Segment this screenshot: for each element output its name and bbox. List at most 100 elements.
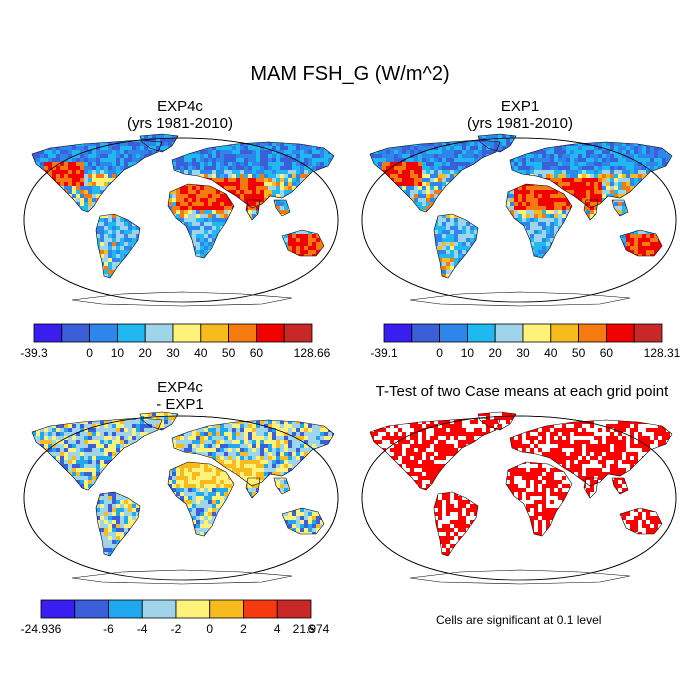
colorbar-segment xyxy=(550,323,580,343)
colorbar-segment xyxy=(605,323,635,343)
colorbar-segment xyxy=(61,323,90,343)
coastline xyxy=(409,291,631,307)
panel-subtitle-text: (yrs 1981-2010) xyxy=(127,115,233,132)
colorbar-segment xyxy=(243,599,278,619)
coastline xyxy=(171,141,335,209)
colorbar-labels-difference: -24.936 -6 -4 -2 0 2 4 6 21.974 xyxy=(21,622,330,638)
colorbar-segment xyxy=(200,323,230,343)
panel-title-exp1: EXP1 (yrs 1981-2010) xyxy=(380,98,660,132)
coastline xyxy=(509,141,673,209)
coastline xyxy=(31,417,163,491)
coastline xyxy=(583,477,599,499)
map-exp4c xyxy=(23,133,339,307)
coastline xyxy=(273,199,291,217)
panel-title-diff: EXP4c - EXP1 xyxy=(40,379,320,413)
colorbar-segment xyxy=(108,599,143,619)
coastline xyxy=(95,491,141,557)
globe-border xyxy=(23,137,339,303)
coastline xyxy=(281,229,325,257)
coastline xyxy=(477,411,517,431)
colorbar-tick-label: 10 xyxy=(460,346,475,360)
coastline xyxy=(509,419,673,487)
coastline xyxy=(273,477,291,495)
colorbar-labels-exp1: -39.1 0 10 20 30 40 50 60 128.31 xyxy=(370,346,680,362)
coastline xyxy=(433,213,479,279)
colorbar-tick-label: 30 xyxy=(516,346,530,360)
colorbar-segment xyxy=(33,323,63,343)
colorbar-segment xyxy=(209,599,244,619)
colorbar-tick-label: 2 xyxy=(240,622,247,636)
colorbar-segment xyxy=(175,599,211,619)
colorbar-segment xyxy=(141,599,177,619)
colorbar-tick-label: 0 xyxy=(206,622,214,636)
colorbar-segment xyxy=(411,323,440,343)
colorbar-tick-label: 4 xyxy=(273,622,281,636)
colorbar-tick-label: 60 xyxy=(599,346,614,360)
coastline xyxy=(171,419,335,487)
colorbar-segment xyxy=(74,599,109,619)
colorbar-segment xyxy=(89,323,118,343)
colorbar-tick-label: 21.974 xyxy=(292,622,330,636)
colorbar-segment xyxy=(283,323,313,343)
colorbar-exp4c xyxy=(33,323,313,343)
coastline xyxy=(505,461,573,537)
colorbar-segment xyxy=(439,323,468,343)
colorbar-tick-label: 40 xyxy=(194,346,208,360)
colorbar-segment xyxy=(255,323,285,343)
coastline xyxy=(139,411,179,431)
colorbar-segment xyxy=(228,323,257,343)
coastline xyxy=(433,491,479,557)
colorbar-tick-label: 20 xyxy=(138,346,152,360)
colorbar-segment xyxy=(276,599,312,619)
colorbar-segment xyxy=(40,599,76,619)
map-ttest xyxy=(361,411,677,585)
significance-note: Cells are significant at 0.1 level xyxy=(436,613,602,627)
coastline xyxy=(611,199,629,217)
colorbar-segment xyxy=(633,323,663,343)
colorbar-difference xyxy=(40,599,312,619)
colorbar-tick-label: -2 xyxy=(170,622,182,636)
colorbar-segment xyxy=(144,323,174,343)
coastline xyxy=(583,199,599,221)
coastline xyxy=(71,291,293,307)
panel-title-text: EXP4c xyxy=(157,98,203,115)
coastline xyxy=(369,139,501,213)
coastline xyxy=(477,133,517,153)
colorbar-tick-label: 20 xyxy=(488,346,502,360)
colorbar-tick-label: -24.936 xyxy=(20,622,62,636)
map-difference xyxy=(23,411,339,585)
colorbar-tick-label: 10 xyxy=(110,346,125,360)
map-exp1 xyxy=(361,133,677,307)
colorbar-segment xyxy=(172,323,202,343)
colorbar-tick-label: -39.3 xyxy=(20,346,48,360)
colorbar-tick-label: 30 xyxy=(166,346,180,360)
coastline xyxy=(71,569,293,585)
globe-border xyxy=(23,415,339,581)
colorbar-tick-label: 50 xyxy=(221,346,236,360)
coastline xyxy=(167,461,235,537)
globe-border xyxy=(361,415,677,581)
colorbar-tick-label: 0 xyxy=(86,346,93,360)
colorbar-tick-label: 0 xyxy=(436,346,443,360)
coastline xyxy=(139,133,179,153)
panel-title-exp4c: EXP4c (yrs 1981-2010) xyxy=(40,98,320,132)
coastline xyxy=(245,477,261,499)
coastline xyxy=(619,229,663,257)
panel-subtitle-text: (yrs 1981-2010) xyxy=(467,115,573,132)
colorbar-tick-label: 60 xyxy=(249,346,264,360)
coastline xyxy=(281,507,325,535)
colorbar-tick-label: -39.1 xyxy=(370,346,398,360)
panel-title-text: T-Test of two Case means at each grid po… xyxy=(375,383,669,400)
colorbar-segment xyxy=(578,323,607,343)
colorbar-segment xyxy=(383,323,413,343)
colorbar-segment xyxy=(467,323,496,343)
coastline xyxy=(245,199,261,221)
colorbar-tick-label: -4 xyxy=(136,622,148,636)
colorbar-exp1 xyxy=(383,323,663,343)
coastline xyxy=(619,507,663,535)
coastline xyxy=(505,183,573,259)
coastline xyxy=(167,183,235,259)
panel-subtitle-text: - EXP1 xyxy=(156,396,204,413)
coastline xyxy=(409,569,631,585)
colorbar-tick-label: 128.31 xyxy=(643,346,681,360)
